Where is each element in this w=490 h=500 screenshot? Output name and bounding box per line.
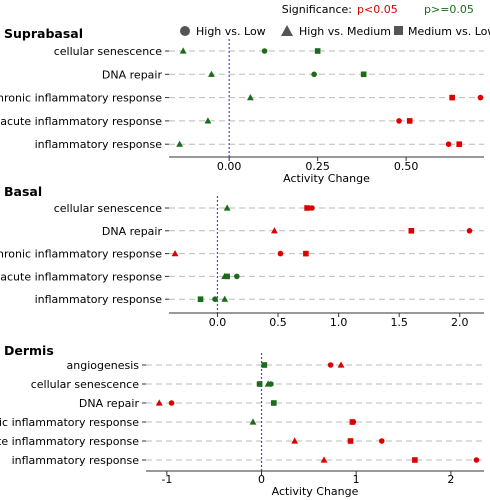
- category-label: acute inflammatory response: [0, 270, 162, 283]
- point-medium-vs-low: [197, 296, 204, 302]
- point-high-vs-low: [277, 250, 284, 257]
- x-tick-label: 1.0: [330, 316, 348, 329]
- x-tick-label: -1: [161, 473, 172, 486]
- panel-title: Suprabasal: [4, 26, 83, 41]
- point-high-vs-medium: [155, 399, 163, 406]
- category-label: DNA repair: [102, 225, 163, 238]
- category-label: cellular senescence: [54, 45, 163, 58]
- point-high-vs-medium: [204, 117, 212, 124]
- point-high-vs-low: [168, 400, 175, 406]
- panel-title: Basal: [4, 184, 42, 199]
- panels: Suprabasal cellular senescence DNA repair c…: [0, 26, 484, 498]
- category-label: inflammatory response: [12, 454, 140, 467]
- point-high-vs-medium: [264, 380, 272, 387]
- point-medium-vs-low: [303, 250, 309, 257]
- category-label: cellular senescence: [31, 378, 140, 391]
- point-high-vs-low: [234, 273, 240, 280]
- point-high-vs-low: [327, 362, 334, 368]
- point-high-vs-low: [477, 94, 484, 101]
- point-high-vs-medium: [171, 250, 179, 257]
- point-medium-vs-low: [261, 362, 268, 368]
- x-tick-label: 0.5: [269, 316, 287, 329]
- category-label: acute inflammatory response: [0, 435, 139, 448]
- category-label: chronic inflammatory response: [0, 92, 162, 105]
- point-high-vs-low: [378, 438, 385, 444]
- point-medium-vs-low: [271, 400, 277, 406]
- point-high-vs-low: [466, 228, 473, 234]
- panel-title: Dermis: [4, 343, 54, 358]
- point-high-vs-medium: [223, 204, 231, 211]
- category-label: chronic inflammatory response: [0, 416, 139, 429]
- legend-comparison-0: High vs. Low: [196, 25, 266, 38]
- x-tick-label: 1.5: [390, 316, 408, 329]
- category-label: cellular senescence: [54, 202, 163, 215]
- legend-nonsig-label: p>=0.05: [424, 3, 474, 16]
- point-medium-vs-low: [449, 94, 455, 101]
- point-high-vs-medium: [320, 456, 328, 463]
- category-label: angiogenesis: [67, 359, 140, 372]
- category-label: acute inflammatory response: [0, 115, 162, 128]
- point-high-vs-medium: [337, 361, 345, 368]
- point-high-vs-low: [473, 457, 480, 463]
- legend-square-icon: [394, 26, 403, 35]
- point-medium-vs-low: [314, 48, 321, 54]
- point-high-vs-medium: [221, 295, 229, 302]
- point-medium-vs-low: [256, 381, 263, 387]
- category-label: DNA repair: [79, 397, 140, 410]
- x-tick-label: 0.50: [394, 160, 419, 173]
- point-medium-vs-low: [408, 228, 415, 234]
- legend-sig-label: p<0.05: [357, 3, 398, 16]
- legend-comparison-1: High vs. Medium: [299, 25, 391, 38]
- x-axis-label: Activity Change: [283, 172, 370, 185]
- legend-comparison-2: Medium vs. Low: [408, 25, 490, 38]
- point-high-vs-low: [445, 141, 452, 147]
- point-high-vs-low: [261, 48, 268, 54]
- x-tick-label: 0.0: [209, 316, 227, 329]
- category-label: inflammatory response: [35, 293, 163, 306]
- panel-suprabasal: Suprabasal cellular senescence DNA repair c…: [0, 26, 484, 185]
- point-high-vs-low: [309, 205, 315, 211]
- category-label: DNA repair: [102, 68, 163, 81]
- point-medium-vs-low: [412, 457, 418, 463]
- point-medium-vs-low: [349, 419, 356, 425]
- x-tick-label: 0: [258, 473, 265, 486]
- x-tick-label: 1: [353, 473, 360, 486]
- point-high-vs-medium: [208, 70, 215, 77]
- point-high-vs-medium: [249, 418, 257, 425]
- x-axis-label: Activity Change: [272, 485, 359, 498]
- x-tick-label: 0.00: [217, 160, 242, 173]
- legend: Significance: p<0.05 p>=0.05 High vs. Lo…: [180, 3, 490, 38]
- point-high-vs-medium: [291, 437, 299, 444]
- point-high-vs-medium: [176, 140, 184, 147]
- point-high-vs-medium: [179, 47, 187, 54]
- point-medium-vs-low: [224, 273, 230, 280]
- category-label: chronic inflammatory response: [0, 248, 162, 261]
- point-medium-vs-low: [360, 71, 367, 78]
- legend-triangle-icon: [281, 25, 293, 36]
- point-medium-vs-low: [347, 438, 354, 444]
- point-high-vs-low: [396, 118, 402, 124]
- point-high-vs-medium: [247, 94, 254, 101]
- category-label: inflammatory response: [35, 138, 163, 151]
- point-high-vs-low: [311, 71, 317, 78]
- panel-basal: Basal cellular senescence DNA repair chroni…: [0, 184, 484, 329]
- panel-dermis: Dermis angiogenesis cellular senescence DNA…: [0, 343, 484, 498]
- point-medium-vs-low: [456, 141, 463, 147]
- legend-circle-icon: [180, 26, 190, 36]
- point-medium-vs-low: [304, 205, 310, 211]
- x-tick-label: 2.0: [451, 316, 469, 329]
- x-tick-label: 2: [447, 473, 454, 486]
- point-high-vs-low: [212, 296, 218, 303]
- x-tick-label: 0.25: [305, 160, 330, 173]
- legend-significance-label: Significance:: [282, 3, 352, 16]
- point-medium-vs-low: [406, 118, 413, 124]
- point-high-vs-medium: [271, 227, 278, 234]
